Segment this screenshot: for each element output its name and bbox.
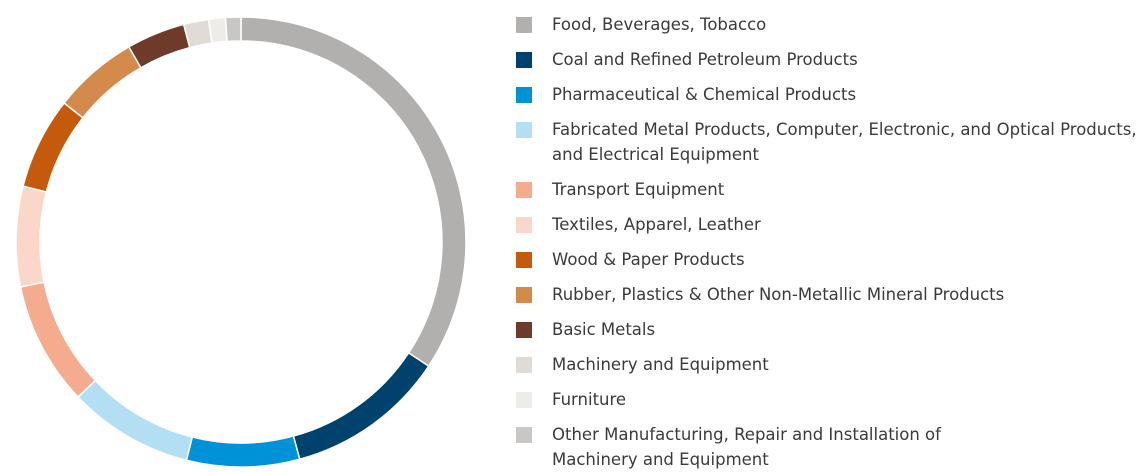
legend-swatch: [516, 216, 532, 233]
legend-label: Transport Equipment: [552, 180, 725, 199]
legend-swatch: [516, 321, 532, 338]
legend-item: Textiles, Apparel, Leather: [516, 212, 1142, 237]
donut-segment: [207, 16, 228, 44]
legend-swatch: [516, 391, 532, 408]
donut-segment: [22, 101, 85, 193]
legend-item: Other Manufacturing, Repair and Installa…: [516, 422, 1142, 472]
legend-item: Machinery and Equipment: [516, 352, 1142, 377]
donut-segment: [185, 435, 301, 468]
legend-label: Food, Beverages, Tobacco: [552, 15, 767, 34]
donut-segment: [15, 185, 48, 288]
legend-swatch: [516, 86, 532, 103]
legend-item: Fabricated Metal Products, Computer, Ele…: [516, 117, 1142, 167]
legend-item: Furniture: [516, 387, 1142, 412]
legend-label: Pharmaceutical & Chemical Products: [552, 85, 857, 104]
donut-segment: [63, 45, 142, 119]
legend-item: Transport Equipment: [516, 177, 1142, 202]
legend-swatch: [516, 286, 532, 303]
legend-label: Textiles, Apparel, Leather: [552, 215, 761, 234]
legend-item: Pharmaceutical & Chemical Products: [516, 82, 1142, 107]
legend-label: Wood & Paper Products: [552, 250, 745, 269]
legend-label: Fabricated Metal Products, Computer, Ele…: [552, 120, 1137, 164]
legend-item: Wood & Paper Products: [516, 247, 1142, 272]
donut-segment: [127, 23, 191, 69]
legend-item: Rubber, Plastics & Other Non-Metallic Mi…: [516, 282, 1142, 307]
legend-item: Coal and Refined Petroleum Products: [516, 47, 1142, 72]
donut-segment: [224, 16, 242, 43]
legend-swatch: [516, 356, 532, 373]
legend: Food, Beverages, Tobacco Coal and Refined…: [516, 12, 1142, 472]
donut-segment: [182, 18, 213, 49]
legend-swatch: [516, 51, 532, 68]
legend-swatch: [516, 181, 532, 198]
legend-label: Furniture: [552, 390, 627, 409]
legend-label: Rubber, Plastics & Other Non-Metallic Mi…: [552, 285, 1005, 304]
legend-swatch: [516, 251, 532, 268]
donut-segment: [19, 281, 97, 399]
donut-segment: [76, 379, 194, 462]
donut-chart: [15, 16, 467, 468]
legend-label: Coal and Refined Petroleum Products: [552, 50, 858, 69]
legend-label: Basic Metals: [552, 320, 656, 339]
legend-label: Other Manufacturing, Repair and Installa…: [552, 425, 941, 469]
legend-swatch: [516, 121, 532, 138]
legend-item: Food, Beverages, Tobacco: [516, 12, 1142, 37]
legend-swatch: [516, 426, 532, 443]
donut-segment: [292, 351, 430, 461]
legend-label: Machinery and Equipment: [552, 355, 769, 374]
legend-item: Basic Metals: [516, 317, 1142, 342]
legend-swatch: [516, 16, 532, 33]
donut-segment: [240, 16, 467, 368]
